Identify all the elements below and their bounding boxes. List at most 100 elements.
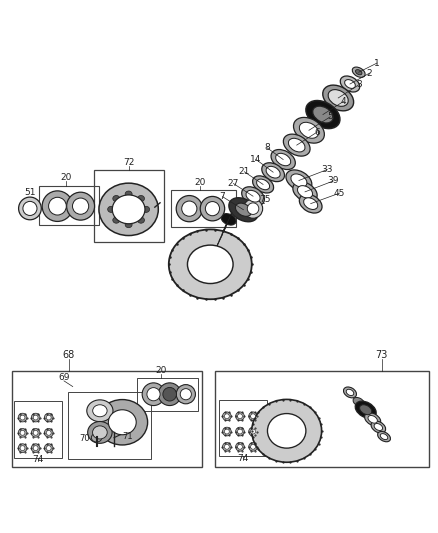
Ellipse shape bbox=[224, 414, 229, 418]
Text: 74: 74 bbox=[237, 454, 249, 463]
Ellipse shape bbox=[252, 399, 321, 462]
Ellipse shape bbox=[113, 196, 120, 201]
Ellipse shape bbox=[200, 197, 225, 221]
Ellipse shape bbox=[42, 191, 73, 221]
Ellipse shape bbox=[169, 229, 252, 299]
Ellipse shape bbox=[93, 405, 107, 417]
Ellipse shape bbox=[244, 199, 263, 218]
Text: 71: 71 bbox=[122, 432, 133, 441]
Text: 21: 21 bbox=[239, 167, 250, 176]
Ellipse shape bbox=[293, 117, 325, 143]
Ellipse shape bbox=[371, 421, 385, 433]
Ellipse shape bbox=[251, 445, 255, 449]
Ellipse shape bbox=[163, 387, 177, 401]
Ellipse shape bbox=[378, 431, 390, 442]
Ellipse shape bbox=[223, 442, 231, 451]
Text: 51: 51 bbox=[24, 188, 36, 197]
Text: 2: 2 bbox=[367, 69, 372, 78]
Ellipse shape bbox=[18, 444, 27, 453]
Ellipse shape bbox=[345, 79, 355, 88]
Ellipse shape bbox=[242, 187, 265, 206]
Ellipse shape bbox=[176, 196, 202, 222]
Text: 70: 70 bbox=[79, 434, 90, 443]
Text: 20: 20 bbox=[155, 367, 167, 375]
Text: 20: 20 bbox=[194, 178, 206, 187]
Text: 45: 45 bbox=[334, 189, 345, 198]
Ellipse shape bbox=[138, 217, 145, 223]
Text: 27: 27 bbox=[228, 179, 239, 188]
Ellipse shape bbox=[46, 431, 51, 435]
Text: 69: 69 bbox=[58, 373, 70, 382]
Ellipse shape bbox=[286, 170, 312, 191]
Ellipse shape bbox=[291, 174, 307, 187]
Ellipse shape bbox=[236, 442, 244, 451]
Ellipse shape bbox=[33, 431, 38, 435]
Ellipse shape bbox=[97, 400, 148, 445]
Ellipse shape bbox=[247, 203, 259, 214]
Ellipse shape bbox=[108, 206, 115, 213]
Ellipse shape bbox=[20, 431, 25, 435]
Ellipse shape bbox=[360, 405, 372, 415]
Ellipse shape bbox=[374, 424, 382, 431]
Ellipse shape bbox=[180, 389, 191, 400]
Ellipse shape bbox=[271, 150, 295, 169]
Ellipse shape bbox=[182, 201, 197, 216]
Ellipse shape bbox=[44, 444, 53, 453]
Ellipse shape bbox=[142, 383, 165, 406]
Ellipse shape bbox=[237, 429, 242, 434]
Ellipse shape bbox=[221, 214, 236, 225]
Ellipse shape bbox=[266, 166, 280, 178]
Ellipse shape bbox=[108, 410, 136, 435]
Ellipse shape bbox=[356, 70, 362, 75]
Ellipse shape bbox=[293, 182, 317, 202]
Ellipse shape bbox=[31, 413, 40, 422]
Ellipse shape bbox=[352, 67, 365, 77]
Text: 39: 39 bbox=[328, 176, 339, 185]
Ellipse shape bbox=[18, 197, 41, 220]
Ellipse shape bbox=[23, 201, 37, 215]
Ellipse shape bbox=[44, 429, 53, 437]
Ellipse shape bbox=[299, 122, 318, 138]
Ellipse shape bbox=[249, 412, 258, 421]
Ellipse shape bbox=[20, 415, 25, 420]
Ellipse shape bbox=[117, 200, 140, 219]
Ellipse shape bbox=[343, 387, 357, 398]
Text: 72: 72 bbox=[123, 158, 134, 167]
Ellipse shape bbox=[236, 412, 244, 421]
Ellipse shape bbox=[223, 427, 231, 436]
Ellipse shape bbox=[99, 183, 158, 236]
Polygon shape bbox=[211, 212, 232, 259]
Text: 75: 75 bbox=[260, 195, 271, 204]
Ellipse shape bbox=[355, 401, 376, 418]
Ellipse shape bbox=[49, 197, 66, 215]
Ellipse shape bbox=[236, 427, 244, 436]
Ellipse shape bbox=[313, 106, 333, 123]
Ellipse shape bbox=[304, 198, 318, 209]
Ellipse shape bbox=[18, 413, 27, 422]
Text: 73: 73 bbox=[375, 350, 388, 360]
Text: 8: 8 bbox=[264, 143, 270, 152]
Text: 14: 14 bbox=[251, 155, 262, 164]
Ellipse shape bbox=[33, 415, 38, 420]
Ellipse shape bbox=[283, 134, 310, 156]
Ellipse shape bbox=[380, 434, 388, 440]
Ellipse shape bbox=[73, 198, 89, 214]
Ellipse shape bbox=[276, 154, 291, 166]
Ellipse shape bbox=[328, 90, 348, 106]
Ellipse shape bbox=[249, 442, 258, 451]
Ellipse shape bbox=[268, 414, 306, 448]
Text: 68: 68 bbox=[63, 350, 75, 360]
Text: 4: 4 bbox=[341, 97, 346, 106]
Ellipse shape bbox=[237, 414, 242, 418]
Text: 6: 6 bbox=[314, 127, 320, 136]
Text: 7: 7 bbox=[219, 192, 226, 201]
Ellipse shape bbox=[143, 206, 150, 213]
Ellipse shape bbox=[31, 429, 40, 437]
Ellipse shape bbox=[289, 138, 305, 152]
Text: 1: 1 bbox=[374, 59, 380, 68]
Ellipse shape bbox=[158, 383, 181, 406]
Ellipse shape bbox=[187, 245, 233, 284]
Ellipse shape bbox=[353, 398, 364, 407]
Ellipse shape bbox=[92, 426, 107, 439]
Ellipse shape bbox=[306, 101, 340, 128]
